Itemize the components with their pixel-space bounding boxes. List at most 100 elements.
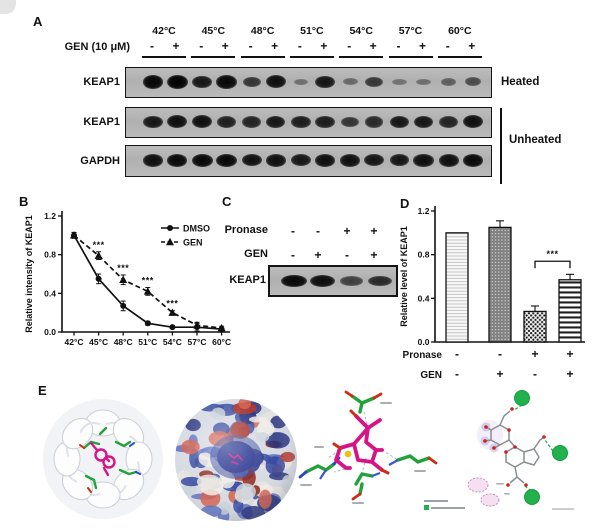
protein-band bbox=[192, 115, 213, 129]
panel-c-content: Pronase - - + + GEN - + - + KEAP1 bbox=[222, 196, 407, 321]
data-point-triangle bbox=[217, 323, 226, 332]
protein-band bbox=[413, 154, 434, 167]
protein-band bbox=[143, 115, 163, 129]
protein-band bbox=[389, 115, 410, 129]
minus-sign: - bbox=[150, 39, 154, 53]
interaction-dashes bbox=[327, 411, 399, 475]
ligand-ring bbox=[94, 448, 108, 462]
significance-bracket bbox=[534, 260, 571, 269]
protein-band bbox=[438, 154, 459, 167]
protein-band bbox=[291, 154, 311, 167]
protein-band bbox=[265, 115, 286, 129]
blot-row-label-gapdh: GAPDH bbox=[80, 155, 120, 167]
condition-label: GEN bbox=[244, 248, 268, 260]
plus-sign: + bbox=[468, 39, 476, 53]
x-tick-label: 45°C bbox=[89, 337, 108, 347]
unheated-bracket-line bbox=[500, 108, 502, 184]
protein-band bbox=[216, 75, 237, 89]
data-point-circle bbox=[169, 324, 176, 331]
data-point-triangle bbox=[70, 231, 78, 239]
plus-sign: + bbox=[172, 39, 180, 53]
protein-band bbox=[462, 154, 484, 167]
x-tick-label: 51°C bbox=[138, 337, 157, 347]
protein-band bbox=[166, 74, 188, 89]
residue-label-marks bbox=[300, 402, 426, 504]
hydrophobic-ovals bbox=[467, 477, 500, 507]
sphere-shading bbox=[175, 399, 297, 521]
protein-band bbox=[166, 115, 188, 129]
x-tick-label: 57°C bbox=[188, 337, 207, 347]
plus-sign: + bbox=[271, 39, 279, 53]
condition-sign: - bbox=[291, 224, 295, 238]
protein-band bbox=[368, 275, 393, 287]
condition-label: Pronase bbox=[224, 224, 268, 236]
data-point-circle bbox=[167, 225, 173, 231]
protein-band bbox=[166, 154, 188, 167]
protein-band bbox=[216, 115, 236, 128]
temperature-label: 57°C bbox=[398, 25, 423, 37]
lane-group-underline bbox=[240, 56, 285, 58]
ligand-atom-tips bbox=[332, 409, 390, 475]
heated-label: Heated bbox=[501, 76, 540, 88]
oxygen-atoms bbox=[483, 407, 546, 487]
plus-sign: + bbox=[369, 39, 377, 53]
panel-e-label: E bbox=[38, 383, 47, 398]
atom-tip bbox=[135, 471, 141, 475]
plus-sign: + bbox=[221, 39, 229, 53]
minus-sign: - bbox=[199, 39, 204, 53]
blot-row-label-keap1: KEAP1 bbox=[229, 274, 266, 286]
plus-sign: + bbox=[320, 39, 328, 53]
protein-band bbox=[265, 75, 286, 89]
protein-band bbox=[464, 77, 482, 87]
condition-sign: + bbox=[496, 367, 503, 381]
minus-sign: - bbox=[347, 39, 352, 53]
legend-text-mark bbox=[431, 506, 465, 509]
protein-band bbox=[364, 116, 384, 128]
condition-sign: - bbox=[291, 248, 295, 262]
residue-stick bbox=[114, 440, 132, 448]
protein-band bbox=[216, 154, 237, 167]
plus-sign: + bbox=[418, 39, 426, 53]
blot-strip bbox=[125, 145, 492, 177]
y-tick-label: 0.4 bbox=[418, 293, 430, 303]
data-point-triangle bbox=[193, 321, 201, 329]
y-tick-label: 0.8 bbox=[44, 250, 56, 260]
y-tick-label: 0.0 bbox=[418, 337, 430, 347]
atom-tip bbox=[129, 442, 135, 447]
bar bbox=[523, 310, 547, 343]
legend-label: DMSO bbox=[183, 224, 210, 234]
temperature-label: 60°C bbox=[448, 25, 472, 37]
unheated-label: Unheated bbox=[509, 134, 562, 146]
ligand-arm bbox=[89, 441, 111, 477]
x-tick-label: 48°C bbox=[114, 337, 133, 347]
hydrogen-bond-dashes bbox=[513, 404, 554, 492]
gen-dose-label: GEN (10 μM) bbox=[64, 41, 130, 53]
condition-sign: + bbox=[566, 347, 573, 361]
minus-sign: - bbox=[297, 39, 302, 53]
protein-band bbox=[441, 78, 457, 86]
protein-band bbox=[439, 116, 459, 128]
hbond-legend-swatch bbox=[424, 505, 429, 510]
condition-sign: - bbox=[533, 367, 537, 381]
panel-a-lanes: 42°C - +45°C - +48°C - +51°C - +54°C - +57°C - +60°C… bbox=[125, 25, 492, 185]
y-axis-label: Relative intensity of KEAP1 bbox=[24, 215, 34, 333]
condition-label: GEN bbox=[420, 370, 442, 381]
molecule-ribbon-view bbox=[43, 399, 163, 519]
x-tick-label: 60°C bbox=[212, 337, 231, 347]
blot-row-label-keap1-heated: KEAP1 bbox=[83, 76, 120, 88]
ligand-and-residues bbox=[79, 426, 141, 493]
minus-sign: - bbox=[248, 39, 253, 53]
atom-tip bbox=[79, 444, 85, 449]
lane-group-underline bbox=[437, 56, 482, 58]
residue-sticks bbox=[304, 394, 431, 496]
data-point-triangle bbox=[94, 251, 103, 259]
protein-band bbox=[339, 276, 363, 286]
condition-sign: + bbox=[370, 248, 378, 262]
ligand-interaction-diagram bbox=[467, 390, 568, 507]
atom-tip bbox=[87, 487, 92, 493]
residue-circles bbox=[514, 390, 568, 505]
lane-group-underline bbox=[142, 56, 186, 58]
y-tick-label: 0.8 bbox=[418, 250, 430, 260]
x-tick-label: 42°C bbox=[65, 337, 84, 347]
corner-artifact bbox=[0, 0, 16, 14]
